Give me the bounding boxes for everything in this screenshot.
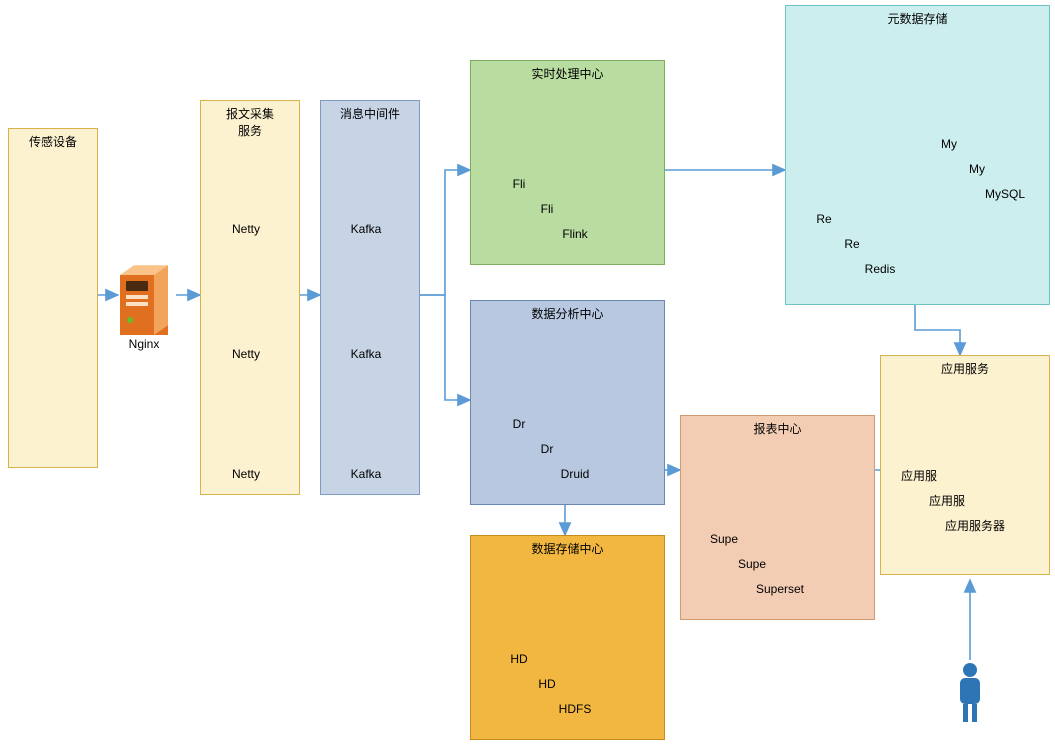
node-label: Redis	[835, 262, 925, 276]
group-title: 数据分析中心	[471, 301, 664, 326]
group-title: 报文采集 服务	[201, 101, 299, 143]
node-label: Re	[832, 237, 872, 251]
node-label: Supe	[732, 557, 772, 571]
flow-arrow	[420, 170, 470, 295]
node-label: My	[957, 162, 997, 176]
node-label: Druid	[530, 467, 620, 481]
node-label: Superset	[735, 582, 825, 596]
node-label: Kafka	[336, 222, 396, 236]
group-title: 传感设备	[9, 129, 97, 154]
node-label: Kafka	[336, 347, 396, 361]
user-icon	[960, 663, 980, 722]
node-label: Nginx	[114, 337, 174, 351]
group-title: 消息中间件	[321, 101, 419, 126]
node-label: Dr	[527, 442, 567, 456]
node-label: HD	[499, 652, 539, 666]
node-label: 应用服	[899, 467, 939, 484]
node-label: Fli	[527, 202, 567, 216]
group-meta: 元数据存储	[785, 5, 1050, 305]
group-title: 报表中心	[681, 416, 874, 441]
node-label: Netty	[216, 347, 276, 361]
node-label: 应用服务器	[930, 517, 1020, 534]
group-collect: 报文采集 服务	[200, 100, 300, 495]
group-title: 应用服务	[881, 356, 1049, 381]
node-label: My	[929, 137, 969, 151]
node-label: Fli	[499, 177, 539, 191]
node-label: Flink	[530, 227, 620, 241]
node-label: Dr	[499, 417, 539, 431]
group-title: 实时处理中心	[471, 61, 664, 86]
group-title: 数据存储中心	[471, 536, 664, 561]
group-sensors: 传感设备	[8, 128, 98, 468]
node-label: MySQL	[960, 187, 1050, 201]
flow-arrow	[915, 305, 960, 355]
flow-arrow	[420, 295, 470, 400]
node-label: HDFS	[530, 702, 620, 716]
node-label: Netty	[216, 222, 276, 236]
group-app: 应用服务	[880, 355, 1050, 575]
node-label: Netty	[216, 467, 276, 481]
node-label: Re	[804, 212, 844, 226]
node-label: Supe	[704, 532, 744, 546]
node-label: Kafka	[336, 467, 396, 481]
group-title: 元数据存储	[786, 6, 1049, 31]
architecture-diagram: 传感设备 报文采集 服务消息中间件 实时处理中心数据分析中心数据存储中心 报表中心 元数…	[0, 0, 1055, 744]
node-label: 应用服	[927, 492, 967, 509]
group-mq: 消息中间件	[320, 100, 420, 495]
node-label: HD	[527, 677, 567, 691]
